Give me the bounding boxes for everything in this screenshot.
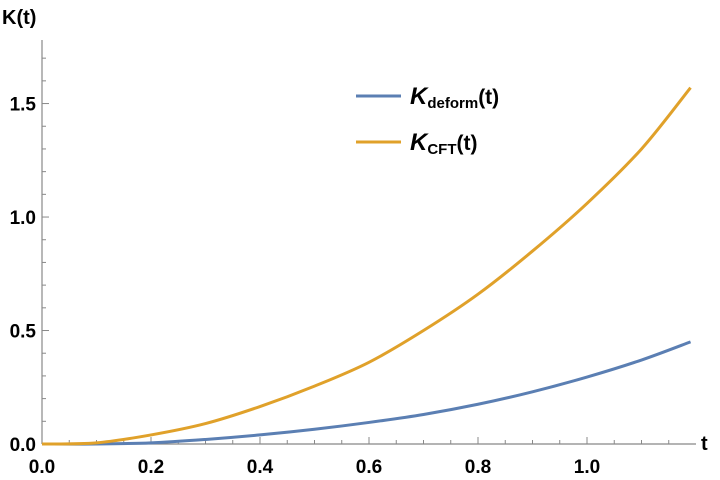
series-line-0: [41, 340, 692, 446]
x-tick-label: 0.6: [356, 457, 382, 478]
ticks: 0.0 0.2 0.4 0.6 0.8 1.0 0.0 0.5 1.0 1.5: [10, 57, 670, 478]
x-tick-label: 0.4: [247, 457, 274, 478]
legend: Kdeform(t) KCFT(t): [356, 83, 499, 158]
y-tick-label: 0.0: [10, 435, 36, 456]
series-line-1: [41, 86, 692, 446]
x-tick-label: 0.8: [465, 457, 491, 478]
y-axis-label: K(t): [2, 7, 36, 29]
x-tick-label: 0.2: [138, 457, 164, 478]
legend-label-0: Kdeform(t): [410, 83, 499, 112]
series-lines: [41, 86, 692, 446]
axes: [41, 40, 696, 445]
x-tick-label: 0.0: [29, 457, 55, 478]
y-tick-label: 1.5: [10, 95, 37, 116]
legend-label-1: KCFT(t): [410, 129, 478, 158]
y-tick-label: 1.0: [10, 208, 36, 229]
x-axis-label: t: [701, 433, 708, 455]
x-tick-label: 1.0: [574, 457, 600, 478]
y-tick-label: 0.5: [10, 322, 37, 343]
